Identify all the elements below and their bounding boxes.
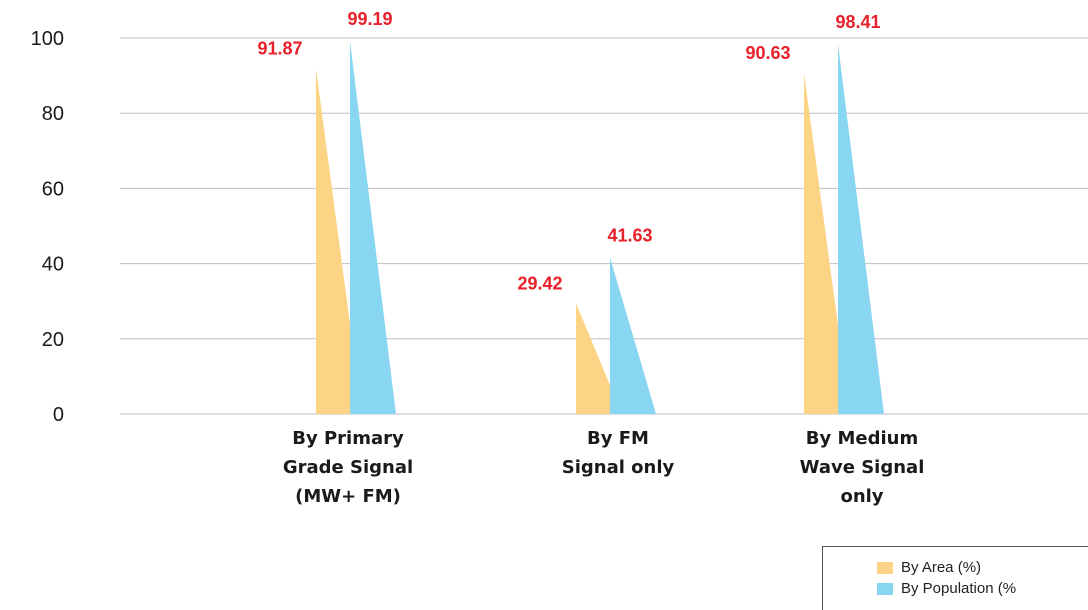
gridlines — [120, 37, 1088, 415]
y-axis-ticks: 0 20 40 60 80 100 — [31, 28, 64, 426]
y-tick-label: 40 — [42, 254, 64, 276]
x-axis-label: (MW+ FM) — [295, 486, 401, 507]
y-tick-label: 80 — [42, 103, 64, 125]
legend-swatch-population — [877, 582, 893, 595]
x-axis-label: By Medium — [806, 428, 918, 449]
legend: By Area (%) By Population (% — [822, 546, 1088, 610]
y-tick-label: 20 — [42, 329, 64, 351]
value-label: 29.42 — [517, 273, 562, 293]
x-axis-label: By FM — [587, 428, 649, 449]
legend-label-area: By Area (%) — [901, 559, 982, 576]
legend-item-population: By Population (% — [877, 578, 1088, 599]
value-label: 41.63 — [607, 225, 652, 245]
value-label: 90.63 — [745, 43, 790, 63]
y-tick-label: 0 — [53, 404, 64, 426]
value-labels: 91.87 99.19 29.42 41.63 90.63 98.41 — [257, 9, 880, 293]
y-tick-label: 60 — [42, 178, 64, 200]
value-label: 99.19 — [347, 9, 392, 29]
bar-population — [610, 257, 656, 414]
x-axis-label: Grade Signal — [283, 457, 413, 478]
bar-population — [350, 41, 396, 415]
x-axis-label: By Primary — [292, 428, 404, 449]
bar-population — [838, 43, 884, 415]
legend-item-area: By Area (%) — [877, 557, 1088, 578]
bars — [316, 41, 884, 415]
value-label: 91.87 — [257, 39, 302, 59]
legend-label-population: By Population (% — [901, 580, 1017, 597]
x-axis-label: Wave Signal — [800, 457, 925, 478]
x-axis-label: only — [840, 486, 883, 507]
legend-swatch-area — [877, 561, 893, 574]
x-axis-labels: By Primary Grade Signal (MW+ FM) By FM Signa… — [283, 428, 925, 507]
y-tick-label: 100 — [31, 28, 64, 50]
x-axis-label: Signal only — [562, 457, 675, 478]
value-label: 98.41 — [835, 12, 880, 32]
